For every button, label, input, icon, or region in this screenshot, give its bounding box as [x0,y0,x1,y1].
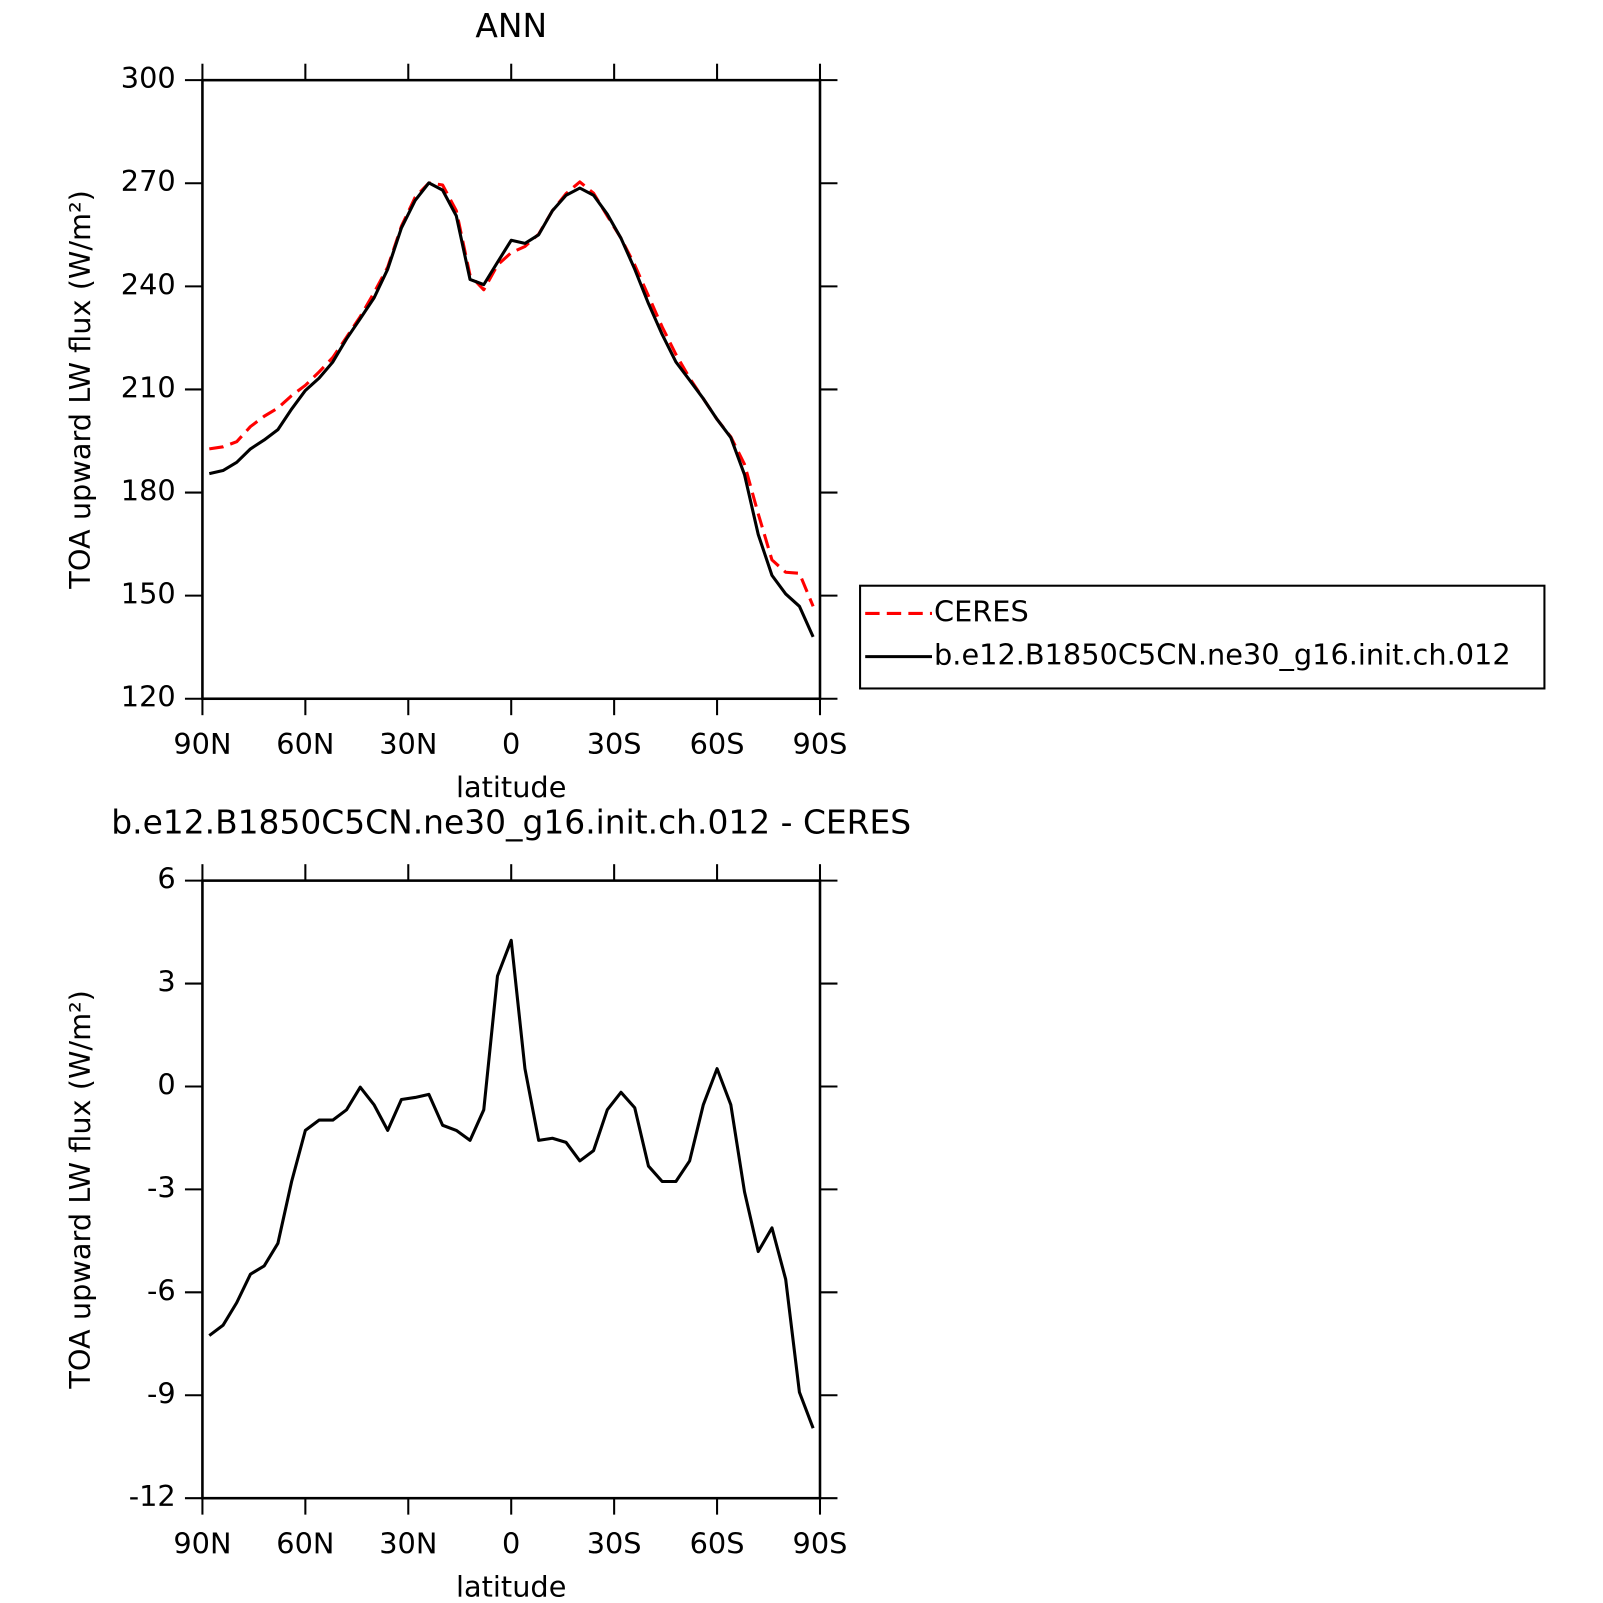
y-tick-label: -9 [147,1376,176,1410]
y-tick-label: -12 [129,1479,176,1513]
x-tick-label: 90S [793,1526,848,1560]
y-tick-label: 180 [121,474,176,508]
x-tick-label: 60S [690,1526,745,1560]
x-tick-label: 60N [276,1526,334,1560]
y-axis-label: TOA upward LW flux (W/m²) [63,190,97,590]
x-tick-label: 30S [587,727,642,761]
y-axis-label: TOA upward LW flux (W/m²) [63,990,97,1390]
x-tick-label: 0 [502,1526,520,1560]
y-tick-label: -6 [147,1273,176,1307]
x-tick-label: 0 [502,727,520,761]
y-tick-label: 6 [157,862,175,896]
legend-label: b.e12.B1850C5CN.ne30_g16.init.ch.012 [934,638,1511,672]
legend-label: CERES [934,594,1029,628]
data-line [209,180,815,607]
x-axis-label: latitude [456,770,566,804]
x-tick-label: 60N [276,727,334,761]
legend-box [859,584,1546,690]
x-tick-label: 90S [793,727,848,761]
x-tick-label: 30N [379,1526,437,1560]
y-tick-label: -3 [147,1170,176,1204]
y-tick-label: 210 [121,370,176,404]
x-tick-label: 30S [587,1526,642,1560]
y-tick-label: 270 [121,164,176,198]
x-tick-label: 60S [690,727,745,761]
y-tick-label: 120 [121,680,176,714]
plot-frame [201,78,822,701]
plot-frame [201,879,822,1500]
x-tick-label: 90N [173,1526,231,1560]
y-tick-label: 240 [121,267,176,301]
x-axis-label: latitude [456,1570,566,1603]
x-tick-label: 90N [173,727,231,761]
y-tick-label: 300 [121,61,176,95]
x-tick-label: 30N [379,727,437,761]
y-tick-label: 0 [157,1067,175,1101]
chart-title: ANN [475,6,547,45]
data-line [208,181,815,638]
y-tick-label: 150 [121,577,176,611]
y-tick-label: 3 [157,965,175,999]
data-line [208,938,815,1429]
chart-title: b.e12.B1850C5CN.ne30_g16.init.ch.012 - C… [111,803,911,842]
